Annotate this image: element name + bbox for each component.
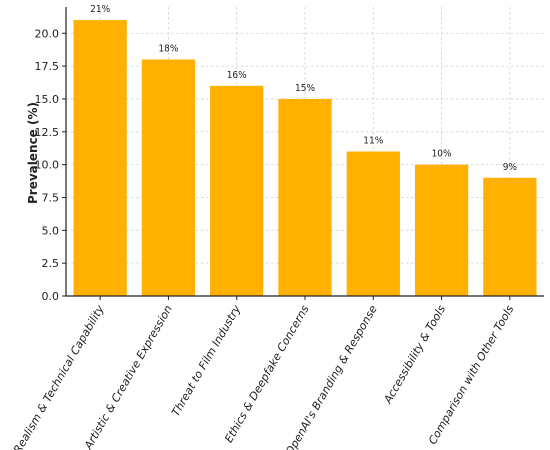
y-tick-label: 7.5: [42, 191, 60, 204]
axes-layer: [62, 7, 544, 300]
bar-data-label: 10%: [432, 149, 452, 160]
bar: [483, 177, 537, 296]
bar-data-label: 16%: [227, 70, 247, 81]
bar-data-label: 15%: [295, 83, 315, 94]
y-tick-label: 12.5: [35, 126, 60, 139]
y-tick-label: 2.5: [42, 257, 60, 270]
x-tick-label: Accessibility & Tools: [381, 303, 448, 407]
y-tick-label: 5.0: [42, 224, 60, 237]
bars-layer: [73, 20, 537, 297]
y-tick-label: 10.0: [35, 159, 60, 172]
y-tick-label: 0.0: [42, 290, 60, 303]
bar: [346, 151, 400, 296]
bar: [414, 164, 469, 296]
bar: [141, 59, 196, 296]
y-tick-label: 20.0: [35, 27, 60, 40]
y-tick-label: 15.0: [35, 93, 60, 106]
bar: [73, 20, 127, 297]
bar: [210, 85, 264, 297]
bar-data-label: 18%: [158, 44, 178, 55]
y-tick-label: 17.5: [35, 60, 60, 73]
y-axis-label: Prevalence (%): [26, 102, 40, 204]
x-tick-label: Threat to Film Industry: [169, 303, 243, 419]
bar: [278, 98, 332, 296]
bar-data-label: 11%: [363, 136, 383, 147]
bar-data-label: 9%: [503, 162, 518, 173]
bar-data-label: 21%: [90, 4, 110, 15]
